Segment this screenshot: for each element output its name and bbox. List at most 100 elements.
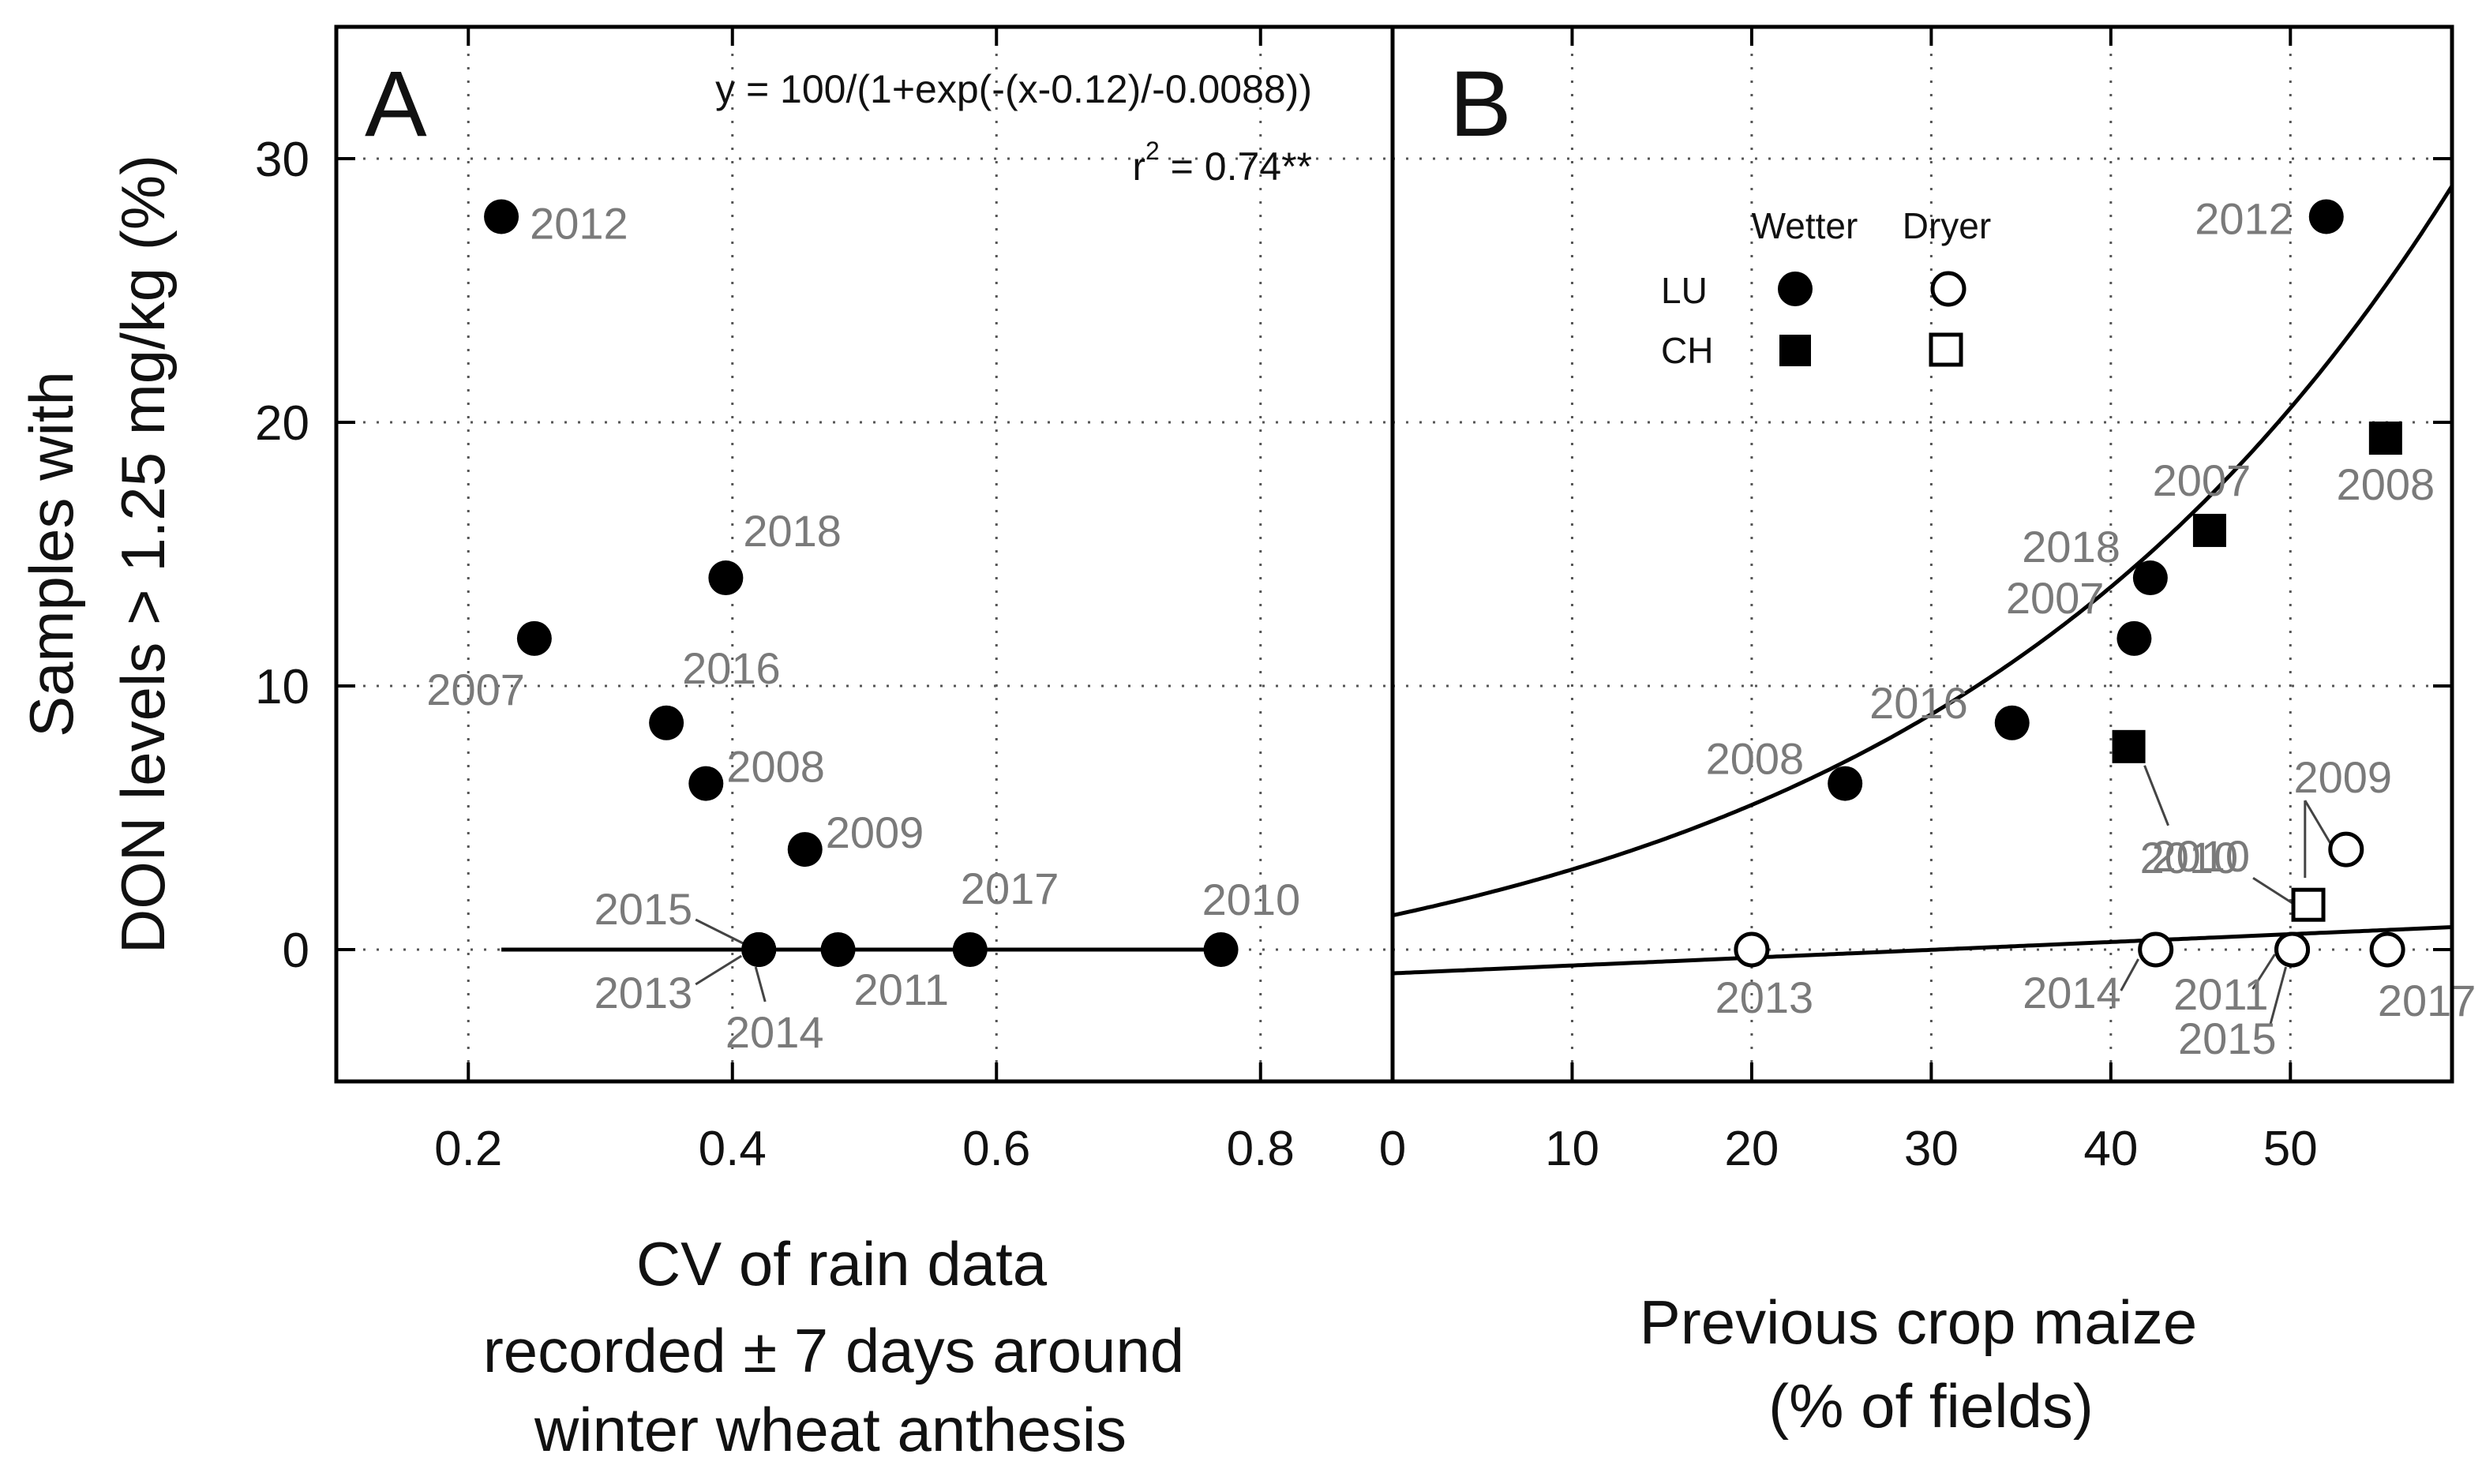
point-label-2011: 2011 [2173,969,2268,1019]
label-connector [695,918,744,945]
panel-b-fits [1392,185,2454,976]
label-connector [2251,954,2276,990]
fit-curve-dryer [1392,925,2453,976]
point-2014 [741,932,777,967]
point-label-2009: 2009 [826,808,924,857]
fit-curve-wetter [1392,185,2454,918]
point-label-2011: 2011 [854,965,949,1014]
x-tick-label: 10 [1545,1122,1599,1176]
panel-b-x-title-line-1: Previous crop maize [1640,1287,2198,1357]
panel-a-ticks: 0.2 0.4 0.6 0.8 0 10 20 30 [255,27,1295,1176]
x-tick-label: 0.2 [434,1122,502,1176]
label-connector [2143,765,2169,826]
panel-a-letter: A [365,52,427,156]
x-tick-label: 50 [2263,1122,2318,1176]
point-2009 [787,832,823,868]
legend-lu-dryer-marker [1930,271,1966,307]
point-2008 [688,766,724,801]
legend: Wetter Dryer LU CH [1661,205,1991,371]
y-axis-title: Samples with DON levels > 1.25 mg/kg (%) [17,155,178,954]
x-tick-label: 0 [1379,1122,1406,1176]
panel-a-x-title-line-3: winter wheat anthesis [534,1395,1127,1464]
x-tick-label: 40 [2083,1122,2138,1176]
y-tick-label: 0 [283,924,309,978]
point-lu-wetter-2018 [2132,560,2168,596]
label-connector [2252,876,2293,905]
point-label-2007: 2007 [2006,573,2105,623]
point-lu-wetter-2007 [2116,620,2152,656]
panel-b-letter: B [1449,52,1512,156]
point-label-2012: 2012 [530,198,628,248]
point-lu-dryer-2009 [2328,831,2364,868]
label-connector [2304,800,2332,844]
panel-a-x-axis-title: CV of rain data recorded ± 7 days around… [483,1229,1184,1464]
y-axis-title-line-2: DON levels > 1.25 mg/kg (%) [108,155,178,954]
panel-b-grid [1393,27,2452,1081]
point-2016 [649,705,684,740]
point-2011 [820,932,856,967]
panel-a-points [484,199,1239,967]
x-tick-label: 0.6 [962,1122,1030,1176]
label-connector [695,954,742,986]
point-label-2009: 2009 [2294,752,2393,802]
label-connectors [695,765,2332,1026]
y-tick-label: 10 [255,660,309,714]
point-label-2012: 2012 [2195,193,2293,243]
point-label-2018: 2018 [743,506,842,556]
point-label-2014: 2014 [2023,968,2121,1017]
x-tick-label: 0.4 [699,1122,767,1176]
panel-b-points [1734,199,2405,968]
point-lu-dryer-2017 [2369,931,2405,968]
point-label-2010: 2010 [1202,875,1301,924]
point-2012 [484,199,519,234]
point-label-2018: 2018 [2022,522,2120,571]
point-2010 [1203,932,1239,967]
point-label-2008: 2008 [1706,734,1805,784]
point-2017 [952,932,988,967]
y-axis-title-line-1: Samples with [17,371,86,737]
legend-ch-wetter-marker [1779,335,1811,366]
legend-ch-dryer-marker [1929,332,1963,367]
x-tick-label: 0.8 [1227,1122,1295,1176]
r-squared: r2 = 0.74** [1132,137,1312,189]
point-lu-dryer-2013 [1734,931,1770,968]
legend-row-ch: CH [1661,330,1713,371]
label-connector [754,966,767,1002]
point-label-2010: 2010 [2151,831,2250,881]
point-label-2013: 2013 [594,968,693,1017]
point-label-2017: 2017 [2378,976,2476,1025]
panel-frames [334,24,2454,1084]
point-label-2017: 2017 [961,864,1059,913]
point-lu-wetter-2008 [1828,766,1863,801]
point-ch-wetter-2008 [2368,422,2402,455]
panel-b-ticks: 0 10 20 30 40 50 [1379,27,2452,1176]
label-connector [2120,958,2140,991]
legend-header-wetter: Wetter [1752,205,1858,246]
panel-b-frame [1390,24,2454,1084]
point-label-2013: 2013 [1715,972,1814,1022]
point-ch-wetter-2007 [2192,513,2226,547]
point-label-2016: 2016 [682,643,781,693]
point-label-2015: 2015 [2178,1014,2277,1063]
legend-lu-wetter-marker [1778,272,1813,306]
y-tick-label: 20 [255,396,309,451]
legend-row-lu: LU [1661,270,1708,311]
point-label-2015: 2015 [594,884,693,934]
point-lu-wetter-2012 [2308,199,2344,234]
point-label-2010: 2010 [2140,833,2239,883]
label-connector [2269,966,2288,1026]
point-label-2014: 2014 [725,1007,824,1057]
point-lu-wetter-2016 [1994,705,2030,740]
x-tick-label: 20 [1724,1122,1779,1176]
fit-equation: y = 100/(1+exp(-(x-0.12)/-0.0088)) [715,67,1312,111]
panel-b-x-axis-title: Previous crop maize (% of fields) [1640,1287,2198,1441]
legend-header-dryer: Dryer [1903,205,1991,246]
point-label-2008: 2008 [726,742,825,792]
point-2018 [708,560,744,596]
point-ch-wetter-2010 [2112,729,2146,763]
panel-a-x-title-line-1: CV of rain data [636,1229,1048,1298]
panel-a-x-title-line-2: recorded ± 7 days around [483,1316,1184,1385]
point-2007 [516,620,552,656]
y-tick-label: 30 [255,133,309,187]
